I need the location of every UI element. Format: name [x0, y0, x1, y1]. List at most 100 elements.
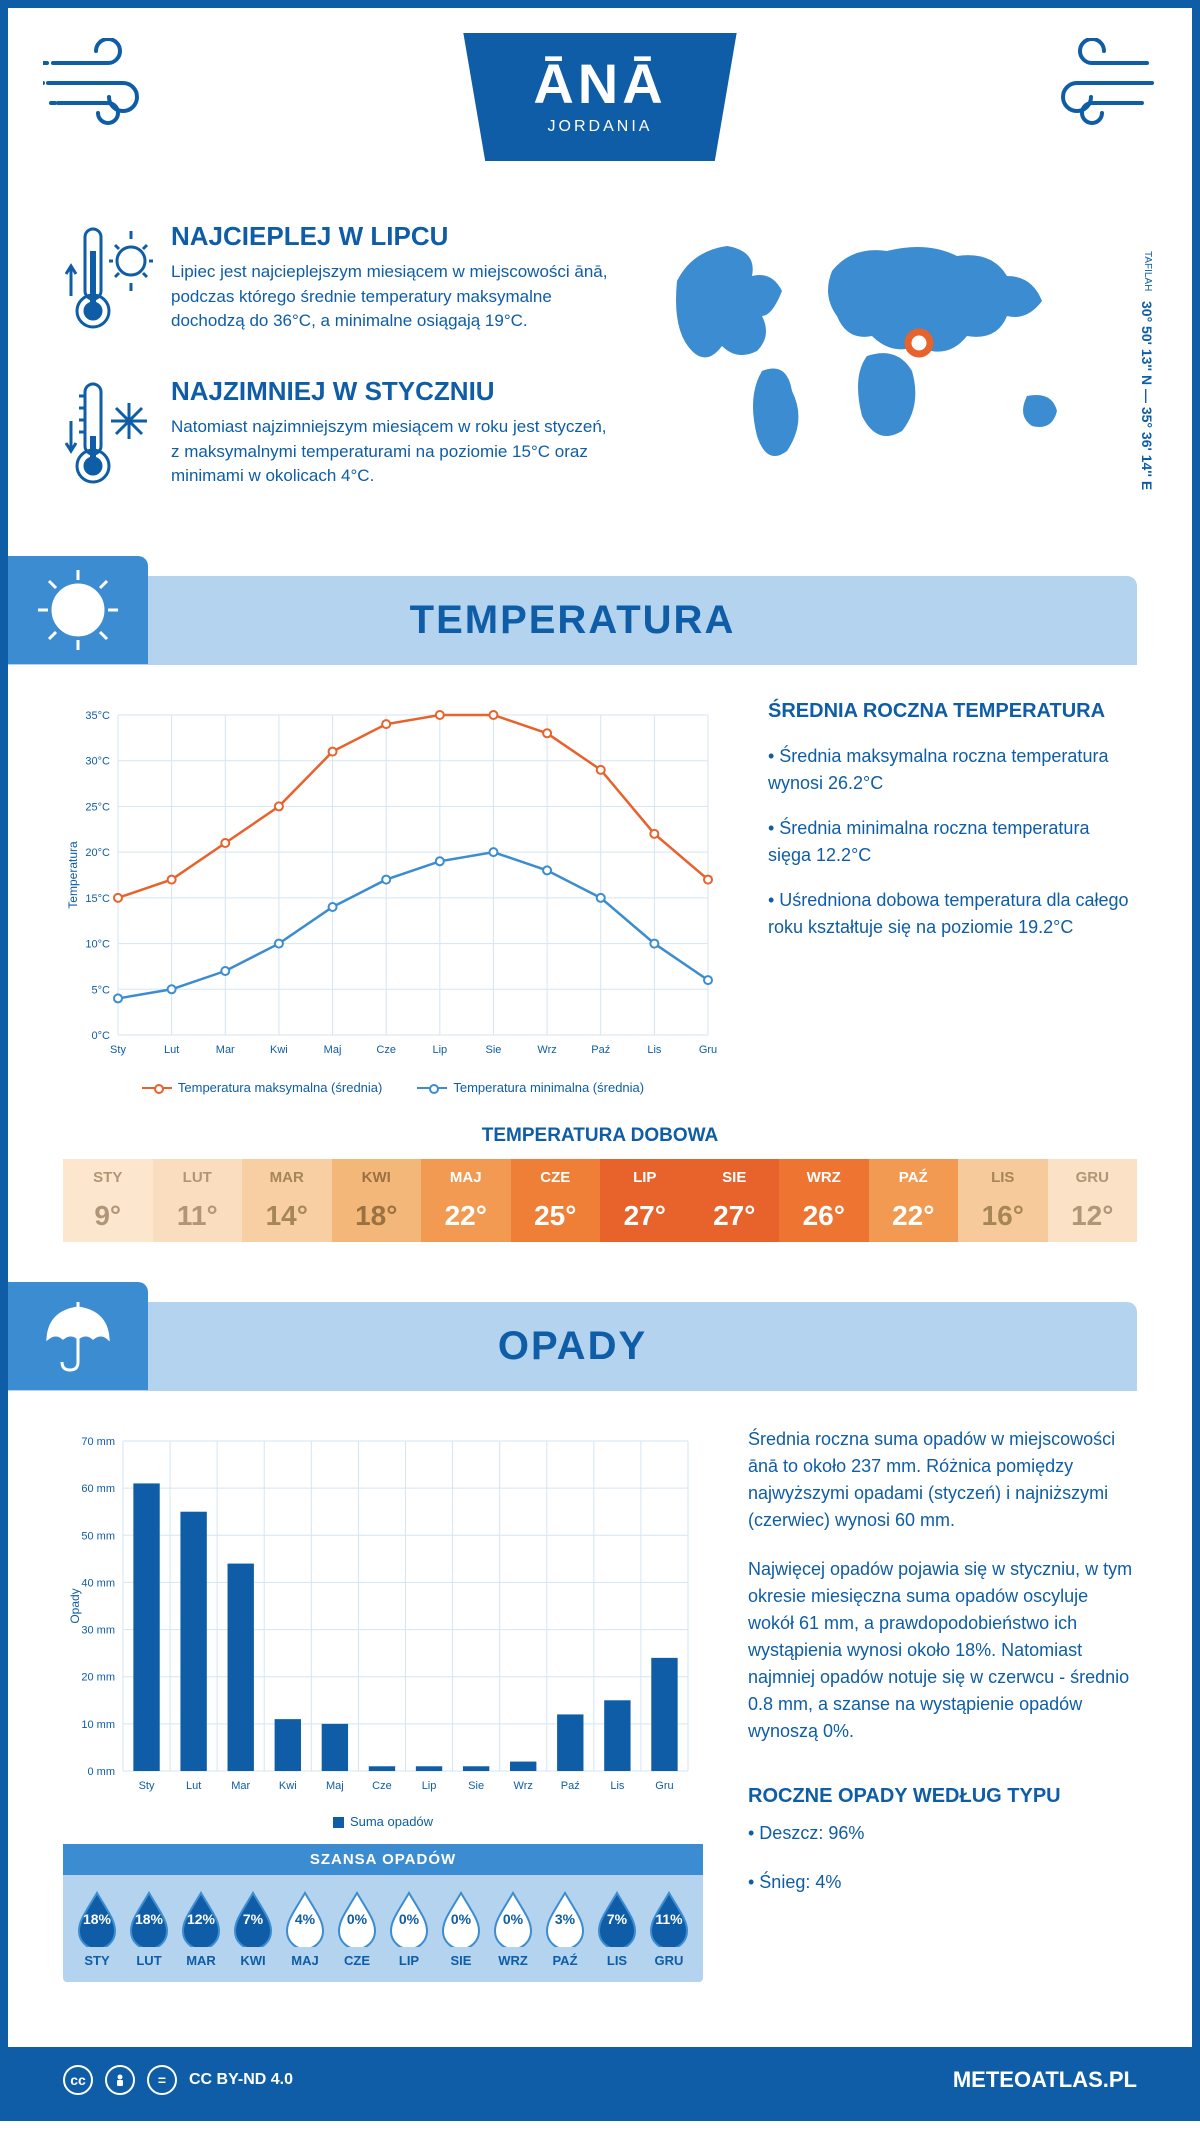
footer: cc = CC BY-ND 4.0 METEOATLAS.PL [8, 2047, 1192, 2113]
legend-label: Suma opadów [350, 1814, 433, 1829]
precip-legend: Suma opadów [63, 1814, 703, 1829]
chance-cell: 4%MAJ [279, 1889, 331, 1968]
temp-section-header: TEMPERATURA [8, 576, 1137, 665]
hottest-text: Lipiec jest najcieplejszym miesiącem w m… [171, 260, 617, 334]
svg-text:Maj: Maj [326, 1780, 344, 1792]
temp-area: 0°C5°C10°C15°C20°C25°C30°C35°CStyLutMarK… [8, 665, 1192, 1120]
umbrella-icon [8, 1282, 148, 1390]
coldest-title: NAJZIMNIEJ W STYCZNIU [171, 376, 617, 407]
coldest-block: NAJZIMNIEJ W STYCZNIU Natomiast najzimni… [63, 376, 617, 501]
by-icon [105, 2065, 135, 2095]
svg-text:0 mm: 0 mm [88, 1766, 116, 1778]
license-text: CC BY-ND 4.0 [189, 2071, 293, 2089]
svg-text:Sty: Sty [110, 1044, 126, 1056]
month-cell: CZE25° [511, 1159, 601, 1242]
svg-text:Sie: Sie [468, 1780, 484, 1792]
svg-text:Mar: Mar [231, 1780, 250, 1792]
svg-text:Kwi: Kwi [270, 1044, 288, 1056]
header: ĀNĀ JORDANIA [8, 8, 1192, 201]
svg-text:Lis: Lis [647, 1044, 662, 1056]
svg-text:Sty: Sty [139, 1780, 155, 1792]
month-cell: LIP27° [600, 1159, 690, 1242]
month-cell: LIS16° [958, 1159, 1048, 1242]
svg-text:10°C: 10°C [85, 939, 110, 951]
svg-text:Sie: Sie [486, 1044, 502, 1056]
month-cell: STY9° [63, 1159, 153, 1242]
daily-temp-title: TEMPERATURA DOBOWA [8, 1125, 1192, 1147]
svg-text:Lut: Lut [186, 1780, 201, 1792]
svg-text:Cze: Cze [372, 1780, 392, 1792]
footer-left: cc = CC BY-ND 4.0 [63, 2065, 293, 2095]
svg-text:Lis: Lis [610, 1780, 625, 1792]
temp-chart-wrap: 0°C5°C10°C15°C20°C25°C30°C35°CStyLutMarK… [63, 700, 723, 1095]
svg-text:Lut: Lut [164, 1044, 179, 1056]
legend-item: Temperatura maksymalna (średnia) [142, 1080, 382, 1095]
svg-text:10 mm: 10 mm [81, 1719, 115, 1731]
svg-text:5°C: 5°C [92, 984, 111, 996]
precip-chart: 0 mm10 mm20 mm30 mm40 mm50 mm60 mm70 mmS… [63, 1426, 703, 1806]
chance-cell: 0%LIP [383, 1889, 435, 1968]
title-banner: ĀNĀ JORDANIA [463, 33, 736, 161]
hottest-block: NAJCIEPLEJ W LIPCU Lipiec jest najcieple… [63, 221, 617, 346]
precip-type-title: ROCZNE OPADY WEDŁUG TYPU [748, 1785, 1137, 1808]
svg-text:Paź: Paź [591, 1044, 610, 1056]
chance-cell: 18%LUT [123, 1889, 175, 1968]
svg-text:Lip: Lip [422, 1780, 437, 1792]
month-cell: GRU12° [1048, 1159, 1138, 1242]
month-strip: STY9°LUT11°MAR14°KWI18°MAJ22°CZE25°LIP27… [63, 1159, 1137, 1242]
svg-text:20 mm: 20 mm [81, 1672, 115, 1684]
svg-text:Gru: Gru [655, 1780, 673, 1792]
avg-bullet: • Uśredniona dobowa temperatura dla całe… [768, 887, 1137, 941]
intro-text-col: NAJCIEPLEJ W LIPCU Lipiec jest najcieple… [63, 221, 617, 531]
precip-text: Średnia roczna suma opadów w miejscowośc… [748, 1426, 1137, 1982]
hottest-title: NAJCIEPLEJ W LIPCU [171, 221, 617, 252]
nd-icon: = [147, 2065, 177, 2095]
month-cell: SIE27° [690, 1159, 780, 1242]
svg-text:40 mm: 40 mm [81, 1577, 115, 1589]
month-cell: WRZ26° [779, 1159, 869, 1242]
month-cell: LUT11° [153, 1159, 243, 1242]
intro-section: NAJCIEPLEJ W LIPCU Lipiec jest najcieple… [8, 201, 1192, 566]
svg-text:Wrz: Wrz [537, 1044, 556, 1056]
avg-temp-title: ŚREDNIA ROCZNA TEMPERATURA [768, 700, 1137, 723]
temp-text: ŚREDNIA ROCZNA TEMPERATURA • Średnia mak… [768, 700, 1137, 1095]
svg-text:30°C: 30°C [85, 756, 110, 768]
precip-section-header: OPADY [8, 1302, 1137, 1391]
cc-icon: cc [63, 2065, 93, 2095]
temp-chart: 0°C5°C10°C15°C20°C25°C30°C35°CStyLutMarK… [63, 700, 723, 1070]
svg-text:Lip: Lip [432, 1044, 447, 1056]
coldest-text: Natomiast najzimniejszym miesiącem w rok… [171, 415, 617, 489]
region-label: TAFILAH [1142, 251, 1153, 291]
svg-text:70 mm: 70 mm [81, 1436, 115, 1448]
sun-icon [8, 556, 148, 664]
svg-text:35°C: 35°C [85, 710, 110, 722]
world-map [657, 221, 1137, 481]
page-title: ĀNĀ [533, 51, 666, 116]
precip-type: • Deszcz: 96% [748, 1820, 1137, 1847]
month-cell: MAJ22° [421, 1159, 511, 1242]
svg-text:20°C: 20°C [85, 847, 110, 859]
precip-left: 0 mm10 mm20 mm30 mm40 mm50 mm60 mm70 mmS… [63, 1426, 703, 1982]
svg-text:25°C: 25°C [85, 801, 110, 813]
chance-cell: 0%CZE [331, 1889, 383, 1968]
legend-item: Temperatura minimalna (średnia) [417, 1080, 644, 1095]
chance-cell: 11%GRU [643, 1889, 695, 1968]
coords-value: 30° 50' 13'' N — 35° 36' 14'' E [1139, 301, 1155, 490]
svg-text:Wrz: Wrz [514, 1780, 533, 1792]
chance-cell: 0%WRZ [487, 1889, 539, 1968]
coordinates: TAFILAH 30° 50' 13'' N — 35° 36' 14'' E [1139, 251, 1155, 490]
thermometer-hot-icon [63, 221, 153, 346]
temp-legend: Temperatura maksymalna (średnia) Tempera… [63, 1080, 723, 1095]
thermometer-cold-icon [63, 376, 153, 501]
precip-para: Średnia roczna suma opadów w miejscowośc… [748, 1426, 1137, 1534]
wind-icon [1027, 38, 1157, 133]
svg-text:Mar: Mar [216, 1044, 235, 1056]
svg-text:Opady: Opady [68, 1588, 82, 1623]
month-cell: PAŹ22° [869, 1159, 959, 1242]
chance-cell: 3%PAŹ [539, 1889, 591, 1968]
svg-text:60 mm: 60 mm [81, 1483, 115, 1495]
precip-para: Najwięcej opadów pojawia się w styczniu,… [748, 1556, 1137, 1745]
page: ĀNĀ JORDANIA NAJCIEPLEJ W LIPCU Lipiec j… [0, 0, 1200, 2121]
svg-text:Cze: Cze [376, 1044, 396, 1056]
chance-cell: 7%LIS [591, 1889, 643, 1968]
